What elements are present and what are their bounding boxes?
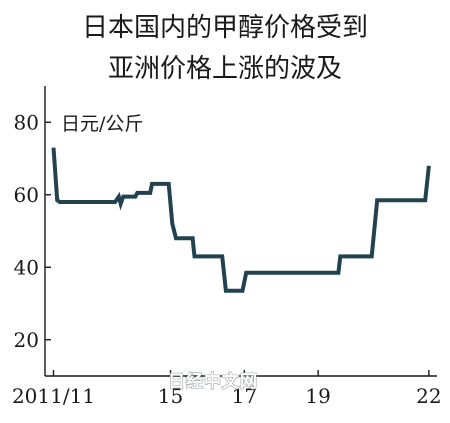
y-tick-label: 20 — [14, 328, 39, 352]
y-tick-label: 40 — [14, 255, 39, 279]
y-axis: 20 40 60 80 — [14, 110, 51, 352]
y-tick-label: 60 — [14, 183, 39, 207]
chart-title-line-1: 日本国内的甲醇价格受到 — [82, 13, 368, 43]
watermark: 日经中文网 — [168, 371, 258, 392]
y-axis-unit: 日元/公斤 — [61, 113, 143, 135]
chart-title-line-2: 亚洲价格上涨的波及 — [108, 54, 342, 84]
x-axis: 2011/11 15 17 19 22 — [12, 370, 442, 408]
x-tick-label: 22 — [416, 384, 441, 408]
y-tick-label: 80 — [14, 110, 39, 134]
x-tick-label: 15 — [158, 384, 183, 408]
x-tick-label: 19 — [305, 384, 330, 408]
series-line-1 — [51, 147, 431, 293]
x-tick-label: 2011/11 — [12, 384, 95, 408]
x-tick-label: 17 — [232, 384, 257, 408]
series-layer — [51, 147, 431, 293]
